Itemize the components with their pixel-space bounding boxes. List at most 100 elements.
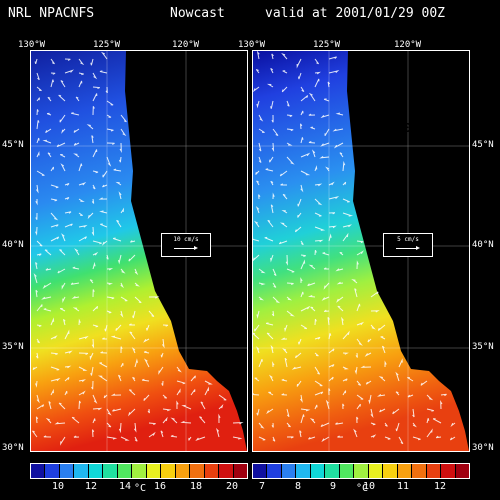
current-vector-arrow	[50, 79, 54, 88]
current-vector-arrow	[58, 402, 66, 410]
current-vector-arrow	[78, 352, 89, 355]
current-vector-arrow	[412, 422, 417, 428]
current-vector-arrow	[354, 288, 358, 298]
current-vector-arrow	[92, 407, 103, 411]
current-vector-arrow	[70, 282, 80, 285]
current-vector-arrow	[407, 394, 414, 398]
current-vector-arrow	[130, 240, 136, 243]
current-vector-arrow	[97, 375, 108, 382]
current-vector-arrow	[116, 219, 122, 228]
current-vector-arrow	[204, 386, 209, 396]
current-vector-arrow	[106, 408, 112, 416]
current-vector-arrow	[271, 310, 275, 317]
current-vector-arrow	[278, 240, 288, 245]
current-vector-arrow	[370, 291, 379, 298]
current-vector-arrow	[299, 430, 302, 438]
current-vector-arrow	[92, 429, 95, 438]
current-vector-arrow	[324, 128, 330, 137]
colorbar-swatch	[204, 464, 220, 478]
current-vector-arrow	[50, 184, 59, 189]
current-vector-arrow	[356, 260, 359, 270]
current-vector-arrow	[300, 305, 311, 312]
current-vector-arrow	[78, 198, 85, 202]
current-vector-arrow	[59, 308, 66, 312]
current-vector-arrow	[48, 401, 52, 410]
current-vector-arrow	[342, 378, 348, 382]
current-vector-arrow	[188, 436, 192, 441]
current-vector-arrow	[342, 160, 346, 172]
current-vector-arrow	[333, 142, 344, 149]
current-vector-arrow	[50, 166, 54, 172]
product-label: Nowcast	[170, 6, 225, 21]
current-vector-arrow	[36, 404, 45, 410]
current-vector-arrow	[92, 170, 99, 174]
lat-tick-40n: 40°N	[2, 240, 24, 250]
current-vector-arrow	[295, 352, 302, 359]
current-vector-arrow	[253, 220, 260, 228]
current-vector-arrow	[258, 268, 266, 274]
current-vector-arrow	[162, 324, 169, 327]
current-vector-arrow	[328, 195, 340, 200]
current-vector-arrow	[90, 366, 94, 376]
current-vector-arrow	[36, 253, 42, 256]
current-vector-arrow	[36, 184, 39, 194]
current-vector-arrow	[33, 273, 38, 284]
current-vector-arrow	[113, 168, 122, 172]
colorbar-swatch	[146, 464, 162, 478]
current-vector-arrow	[328, 348, 335, 354]
current-vector-arrow	[106, 436, 118, 440]
current-vector-arrow	[323, 267, 329, 270]
current-vector-arrow	[180, 420, 192, 424]
current-vector-arrow	[339, 252, 344, 256]
current-vector-arrow	[258, 114, 264, 122]
current-vector-arrow	[286, 408, 290, 418]
current-vector-arrow	[368, 394, 372, 405]
current-vector-arrow	[426, 428, 433, 438]
current-vector-arrow	[356, 394, 364, 400]
current-vector-arrow	[280, 183, 287, 186]
current-vector-arrow	[100, 351, 108, 354]
current-vector-arrow	[286, 268, 295, 273]
current-vector-arrow	[50, 317, 55, 326]
current-vector-arrow	[370, 408, 374, 419]
current-vector-arrow	[268, 374, 274, 382]
current-vector-arrow	[78, 58, 85, 66]
current-vector-arrow	[335, 112, 344, 116]
current-vector-arrow	[35, 380, 38, 388]
current-vector-arrow	[75, 96, 80, 102]
current-vector-arrow	[232, 422, 244, 425]
reference-vector-label: 10 cm/s	[173, 236, 199, 243]
current-vector-arrow	[307, 282, 316, 287]
current-vector-arrow	[328, 69, 340, 74]
current-vector-arrow	[35, 262, 38, 270]
current-vector-arrow	[320, 114, 330, 119]
current-vector-arrow	[271, 142, 275, 153]
colorbar-swatch	[190, 464, 205, 478]
colorbar-swatch	[253, 464, 268, 478]
map-panel-200m[interactable]: 200 m Temp/Current 5 cm/s	[252, 50, 470, 452]
current-vector-arrow	[50, 212, 59, 221]
depth-label: 25 m	[178, 121, 208, 135]
current-vector-arrow	[342, 403, 345, 410]
current-vector-arrow	[99, 362, 108, 368]
map-panel-25m[interactable]: 25 m Temp/Current 10 cm/s	[30, 50, 248, 452]
current-vector-arrow	[342, 330, 350, 340]
lon-tick-125w: 125°W	[93, 40, 121, 50]
current-vector-arrow	[61, 128, 66, 134]
current-vector-arrow	[314, 336, 321, 340]
current-vector-arrow	[272, 268, 277, 276]
current-vector-arrow	[200, 401, 206, 410]
current-vector-arrow	[36, 324, 42, 327]
current-vector-arrow	[314, 391, 324, 396]
current-vector-arrow	[45, 417, 52, 424]
current-vector-arrow	[106, 268, 114, 271]
current-vector-arrow	[271, 422, 274, 428]
current-vector-arrow	[195, 436, 206, 441]
current-vector-arrow	[321, 436, 330, 443]
current-vector-arrow	[190, 389, 196, 396]
current-vector-arrow	[356, 250, 364, 256]
current-vector-arrow	[36, 97, 40, 102]
reference-vector-box: 5 cm/s	[383, 233, 433, 257]
current-vector-arrow	[325, 399, 330, 410]
current-vector-arrow	[308, 436, 316, 440]
